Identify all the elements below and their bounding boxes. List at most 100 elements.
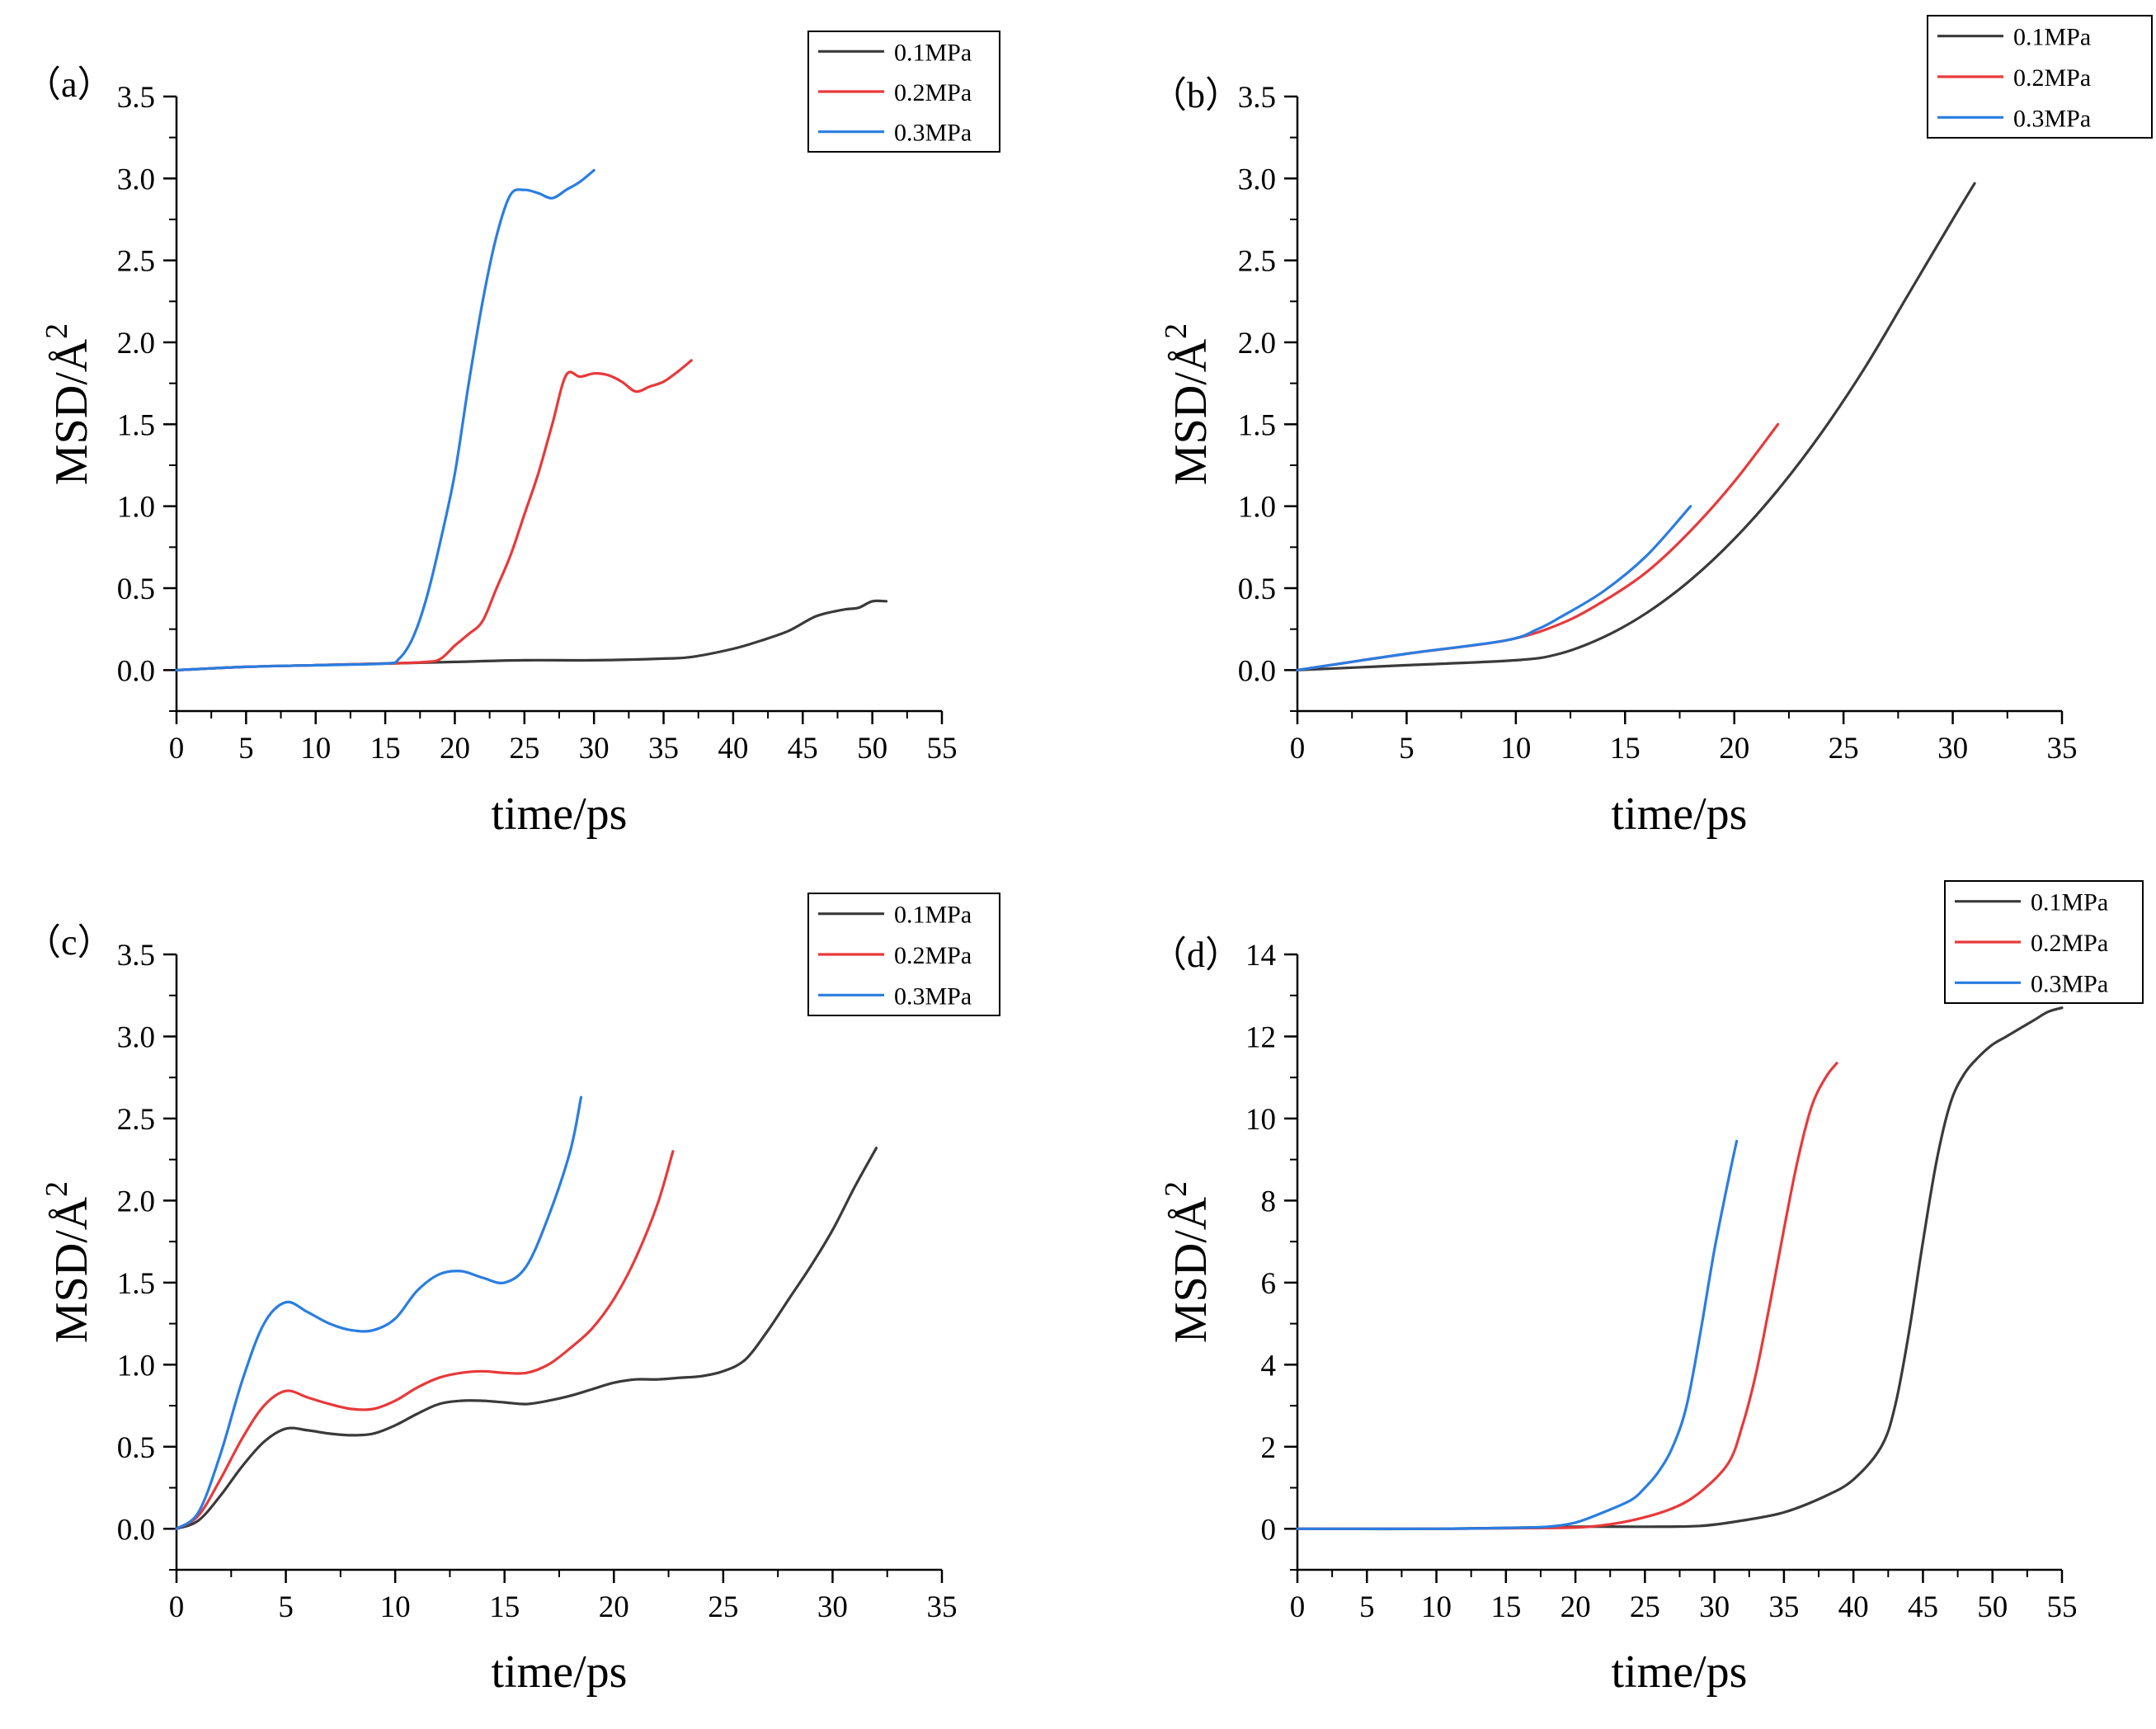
y-axis-title-superscript: 2 [1159, 323, 1193, 339]
y-tick-label: 0.5 [117, 1431, 155, 1465]
panel-a: 0 5 10 15 20 25 30 35 40 45 50 55 0.0 0.5 1.0 1.5 2.0 2.5… [25, 31, 1000, 840]
series-line-0.3MPa [175, 168, 595, 671]
legend: 0.1MPa 0.2MPa 0.3MPa [807, 31, 1000, 153]
legend-label: 0.3MPa [2031, 970, 2108, 997]
series-line-0.2MPa [1296, 1062, 1838, 1530]
x-tick-label: 40 [718, 732, 748, 766]
panel-d: 0 5 10 15 20 25 30 35 40 45 50 55 0 2 4 6 8 10 12 14 time/ps… [1151, 880, 2144, 1698]
y-tick-label: 12 [1245, 1020, 1276, 1054]
x-tick-label: 5 [1359, 1590, 1375, 1624]
series-line-0.1MPa [175, 1147, 878, 1530]
legend-label: 0.2MPa [2031, 930, 2108, 957]
x-axis-title: time/ps [492, 1647, 628, 1698]
x-tick-label: 20 [599, 1590, 629, 1624]
y-axis-title: MSD/Å2 [1159, 1181, 1217, 1343]
x-tick-label: 10 [380, 1590, 411, 1624]
y-tick-label: 0.0 [1238, 654, 1276, 688]
y-tick-label: 8 [1261, 1185, 1277, 1218]
x-tick-label: 10 [1421, 1590, 1452, 1624]
x-tick-label: 15 [370, 732, 401, 766]
x-axis-title: time/ps [1612, 1647, 1748, 1698]
panel-label: （a） [25, 64, 114, 105]
x-tick-label: 30 [1937, 732, 1968, 766]
x-tick-label: 0 [1290, 732, 1306, 766]
x-tick-label: 10 [300, 732, 331, 766]
y-tick-label: 1.5 [1238, 408, 1276, 442]
x-axis-title: time/ps [492, 789, 628, 840]
series-line-0.3MPa [1296, 505, 1692, 671]
x-tick-label: 0 [169, 1590, 185, 1624]
series-line-0.2MPa [175, 359, 693, 671]
y-axis-title: MSD/Å2 [1159, 323, 1217, 485]
legend-label: 0.3MPa [894, 982, 972, 1010]
x-tick-label: 30 [579, 732, 610, 766]
y-tick-label: 1.0 [117, 1349, 155, 1383]
legend-label: 0.2MPa [2013, 64, 2091, 92]
legend: 0.1MPa 0.2MPa 0.3MPa [1944, 880, 2144, 1004]
x-tick-label: 20 [1561, 1590, 1591, 1624]
y-tick-label: 1.0 [117, 491, 155, 525]
series-line-0.2MPa [1296, 422, 1780, 671]
x-tick-label: 55 [2047, 1590, 2078, 1624]
x-tick-label: 25 [509, 732, 539, 766]
x-tick-label: 25 [1829, 732, 1859, 766]
legend-label: 0.1MPa [894, 902, 972, 929]
y-tick-label: 0.5 [1238, 572, 1276, 606]
y-tick-label: 3.0 [1238, 163, 1276, 196]
legend: 0.1MPa 0.2MPa 0.3MPa [807, 893, 1000, 1016]
y-axis-title-superscript: 2 [40, 323, 74, 339]
y-tick-label: 3.5 [117, 81, 155, 115]
series-line-0.2MPa [175, 1150, 675, 1530]
y-tick-label: 3.0 [117, 163, 155, 196]
series-line-0.1MPa [175, 599, 888, 671]
panel-label: （d） [1151, 935, 1241, 975]
y-tick-label: 2 [1261, 1431, 1277, 1465]
series-line-0.3MPa [1296, 1139, 1739, 1530]
x-tick-label: 20 [440, 732, 470, 766]
y-tick-label: 10 [1245, 1103, 1276, 1137]
y-tick-label: 0 [1261, 1513, 1277, 1547]
y-tick-label: 2.5 [117, 1103, 155, 1137]
x-tick-label: 30 [1699, 1590, 1730, 1624]
panel-label: （c） [25, 922, 114, 963]
x-tick-label: 55 [927, 732, 958, 766]
x-tick-label: 50 [1977, 1590, 2008, 1624]
x-axis-title: time/ps [1612, 789, 1748, 840]
y-tick-label: 2.0 [117, 327, 155, 360]
y-tick-label: 2.0 [1238, 327, 1276, 360]
panel-label: （b） [1151, 75, 1241, 115]
x-tick-label: 30 [817, 1590, 848, 1624]
y-tick-label: 0.5 [117, 572, 155, 606]
x-tick-label: 15 [489, 1590, 520, 1624]
x-tick-label: 0 [1290, 1590, 1306, 1624]
legend-label: 0.3MPa [2013, 105, 2091, 132]
series-line-0.1MPa [1296, 1006, 2064, 1531]
y-axis-title-superscript: 2 [1159, 1181, 1193, 1197]
y-tick-label: 0.0 [117, 1513, 155, 1547]
y-tick-label: 1.5 [117, 1267, 155, 1301]
panel-b: 0 5 10 15 20 25 30 35 0.0 0.5 1.0 1.5 2.0 2.5 3.0 3.5 ti… [1151, 15, 2153, 840]
y-tick-label: 3.5 [117, 939, 155, 973]
legend-label: 0.2MPa [894, 79, 972, 106]
panel-c: 0 5 10 15 20 25 30 35 0.0 0.5 1.0 1.5 2.0 2.5 3.0 3.5 ti… [25, 893, 1000, 1698]
y-axis-title-text: MSD/Å [46, 1196, 97, 1343]
x-tick-label: 25 [1630, 1590, 1660, 1624]
x-tick-label: 40 [1838, 1590, 1869, 1624]
legend-label: 0.3MPa [894, 120, 972, 147]
y-tick-label: 0.0 [117, 654, 155, 688]
x-tick-label: 15 [1610, 732, 1641, 766]
y-tick-label: 1.5 [117, 408, 155, 442]
x-tick-label: 35 [648, 732, 679, 766]
x-tick-label: 45 [788, 732, 818, 766]
x-tick-label: 15 [1490, 1590, 1521, 1624]
y-axis-title: MSD/Å2 [40, 1181, 97, 1343]
legend-label: 0.1MPa [2031, 889, 2108, 916]
x-tick-label: 5 [1399, 732, 1415, 766]
x-tick-label: 10 [1500, 732, 1531, 766]
y-axis-title-superscript: 2 [40, 1181, 74, 1197]
x-tick-label: 35 [1768, 1590, 1799, 1624]
x-tick-label: 5 [238, 732, 254, 766]
series-line-0.1MPa [1296, 181, 1976, 671]
series-line-0.3MPa [175, 1095, 583, 1530]
